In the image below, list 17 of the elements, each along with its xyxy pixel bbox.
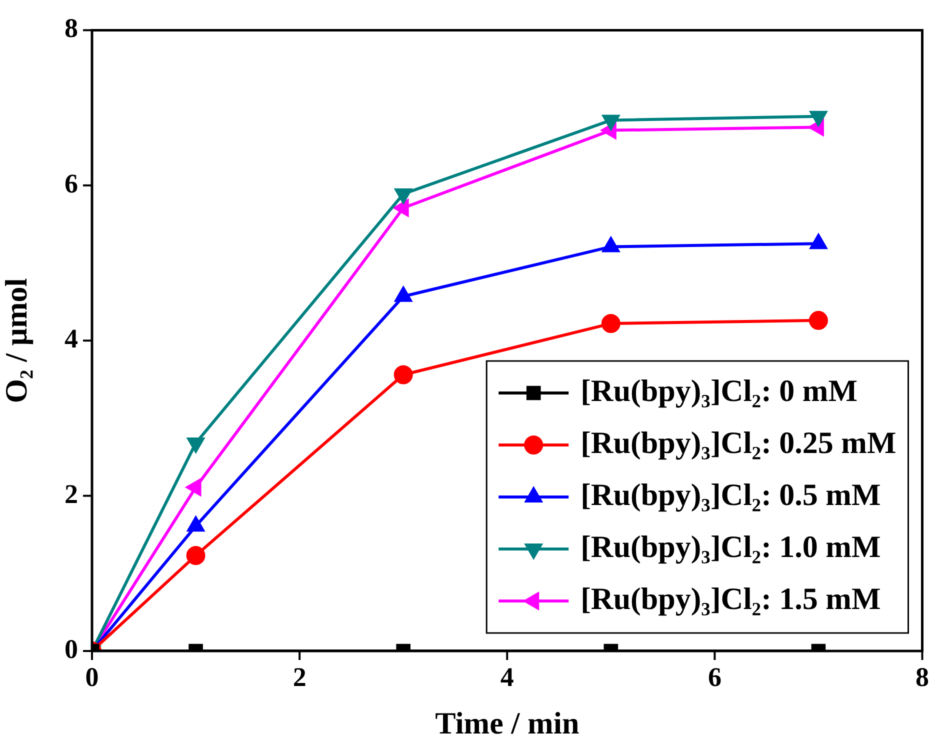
y-tick-label: 2	[64, 478, 78, 509]
y-axis-title: O₂ / μmol	[0, 278, 34, 404]
x-tick-label: 0	[85, 662, 99, 692]
legend-label: [Ru(bpy)₃]Cl₂: 0.5 mM	[580, 477, 881, 512]
legend-label: [Ru(bpy)₃]Cl₂: 1.5 mM	[580, 581, 881, 616]
legend-label: [Ru(bpy)₃]Cl₂: 0.25 mM	[580, 425, 896, 460]
x-tick-label: 2	[292, 662, 306, 692]
x-tick-label: 6	[708, 662, 722, 692]
y-tick-label: 6	[64, 168, 78, 198]
x-tick-label: 8	[916, 662, 929, 692]
y-tick-label: 0	[64, 634, 78, 664]
x-tick-label: 4	[500, 662, 514, 692]
legend-label: [Ru(bpy)₃]Cl₂: 1.0 mM	[580, 529, 881, 564]
y-tick-label: 8	[64, 13, 78, 44]
x-axis-title: Time / min	[435, 705, 580, 740]
y-tick-label: 4	[64, 324, 78, 354]
legend-label: [Ru(bpy)₃]Cl₂: 0 mM	[580, 373, 858, 408]
